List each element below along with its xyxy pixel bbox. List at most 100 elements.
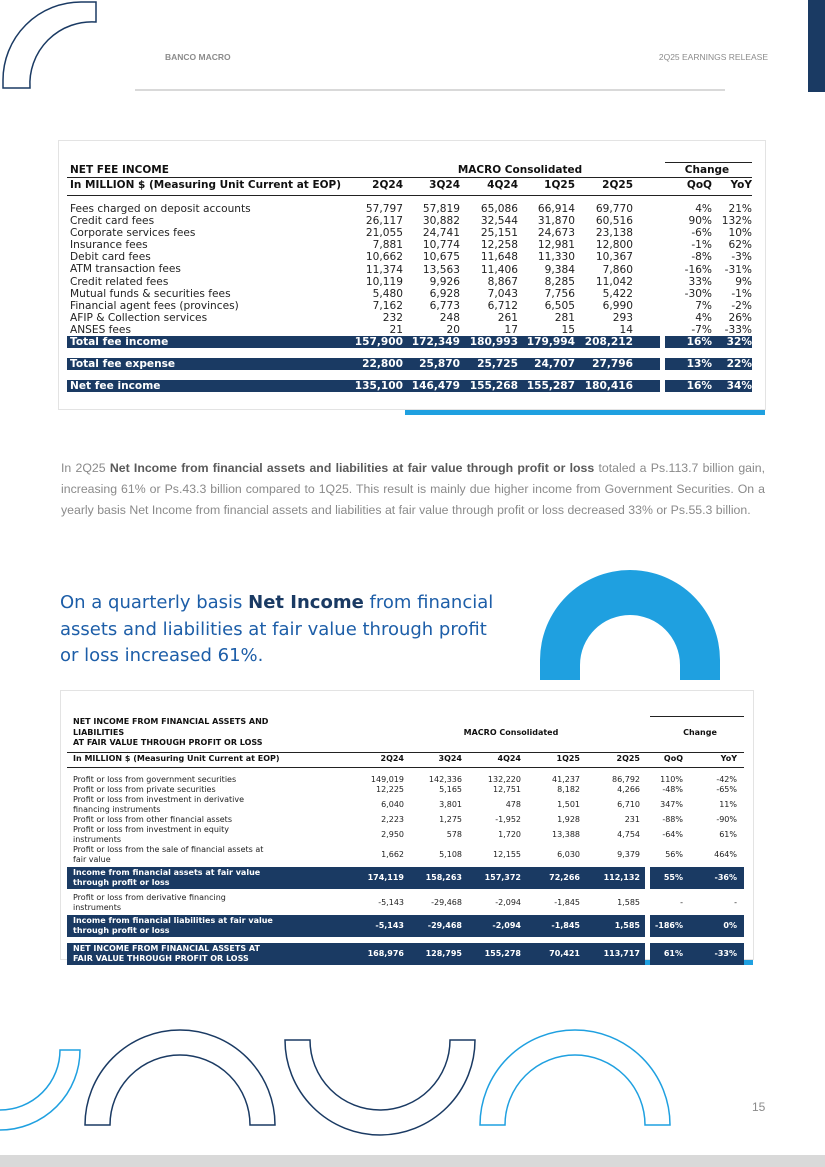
cell: 24,673: [537, 227, 575, 240]
cell: 34%: [726, 380, 752, 392]
header-right: 2Q25 EARNINGS RELEASE: [658, 52, 768, 62]
cell: 10,119: [365, 275, 403, 288]
row-bar: [67, 336, 660, 349]
accent-bar: [405, 409, 765, 415]
cell: 6,712: [487, 299, 518, 312]
cell: 22%: [726, 358, 752, 370]
text-run: On a quarterly basis: [60, 592, 249, 613]
cell: 1,585: [614, 921, 640, 930]
cell: -36%: [714, 873, 737, 882]
cell: 7,860: [602, 263, 633, 276]
cell: 9,926: [429, 275, 460, 288]
cell: -30%: [684, 287, 712, 300]
row-bar: [67, 358, 660, 371]
cell: 31,870: [537, 215, 575, 228]
cell: 112,132: [603, 873, 640, 882]
cell: -88%: [662, 815, 683, 824]
cell: -186%: [654, 921, 683, 930]
cell: 128,795: [425, 949, 462, 958]
cell: 11,374: [365, 263, 403, 276]
cell: 132%: [721, 215, 752, 228]
change-label: Change: [684, 164, 730, 176]
cell: 66,914: [537, 203, 575, 215]
row-label: Fees charged on deposit accounts: [70, 203, 251, 215]
table-row: Profit or loss from the sale of financia…: [0, 845, 825, 865]
cell: 6,990: [602, 299, 633, 312]
table-section: Fees charged on deposit accounts 57,797 57…: [0, 203, 825, 349]
cell: -33%: [714, 949, 737, 958]
cell: 12,981: [537, 239, 575, 252]
cell: 17: [504, 323, 518, 336]
cell: 293: [612, 311, 633, 324]
text-run: totaled a Ps.113.7 billion gain, increas…: [61, 461, 765, 517]
cell: 578: [446, 830, 462, 839]
cell: 5,480: [372, 287, 403, 300]
table-title: NET INCOME FROM FINANCIAL ASSETS AND: [73, 717, 269, 726]
cell: 11,330: [537, 251, 575, 264]
cell: -7%: [691, 323, 712, 336]
cell: -2,094: [492, 921, 521, 930]
cell: 25,725: [477, 358, 518, 370]
cell: 146,479: [411, 380, 460, 392]
cell: 32%: [726, 336, 752, 349]
cell: 1,720: [498, 830, 521, 839]
cell: 60,516: [595, 215, 633, 228]
cell: 168,976: [367, 949, 404, 958]
cell: -: [680, 898, 683, 907]
cell: 132,220: [487, 775, 521, 784]
arc-decoration: [284, 1039, 476, 1136]
row-label: Credit related fees: [70, 275, 169, 288]
column-header: QoQ: [663, 754, 683, 763]
page-number: 15: [752, 1100, 766, 1114]
cell: 86,792: [612, 775, 640, 784]
column-header: 1Q25: [544, 179, 575, 191]
row-label: Total fee income: [70, 336, 169, 349]
row-bar: [67, 915, 645, 937]
row-label: Profit or loss from other financial asse…: [73, 815, 232, 824]
cell: 27,796: [592, 358, 633, 370]
cell: 155,268: [469, 380, 518, 392]
text-run: from financial assets and liabilities at…: [60, 592, 494, 666]
arc-decoration: [84, 1029, 276, 1126]
cell: 6,928: [429, 287, 460, 300]
row-bar: [650, 943, 744, 965]
cell: -1%: [691, 239, 712, 252]
cell: 1,662: [381, 850, 404, 859]
cell: 13,563: [422, 263, 460, 276]
cell: -1,845: [551, 921, 580, 930]
cell: 55%: [663, 873, 683, 882]
cell: 4,266: [617, 785, 640, 794]
cell: -48%: [662, 785, 683, 794]
header-left: BANCO MACRO: [165, 52, 231, 62]
column-header: 2Q25: [602, 179, 633, 191]
cell: 155,287: [526, 380, 575, 392]
cell: 62%: [728, 239, 752, 252]
table-title: LIABILITIES: [73, 727, 125, 737]
cell: 179,994: [526, 336, 575, 349]
cell: 135,100: [354, 380, 403, 392]
row-label: Income from financial assets at fair val…: [73, 868, 261, 887]
cell: 2,223: [381, 815, 404, 824]
cell: -29,468: [427, 921, 462, 930]
table-row: Mutual funds & securities fees 5,480 6,928…: [0, 288, 825, 300]
rule: [67, 767, 744, 768]
cell: 13%: [686, 358, 712, 370]
text-run: Net Income from financial assets and lia…: [109, 461, 595, 475]
subtitle: In MILLION $ (Measuring Unit Current at …: [73, 754, 280, 763]
cell: 7,162: [372, 299, 403, 312]
cell: 158,263: [425, 873, 462, 882]
callout: On a quarterly basis Net Income from fin…: [60, 590, 500, 670]
cell: 21: [389, 323, 403, 336]
column-header: 2Q24: [372, 179, 403, 191]
cell: 149,019: [370, 775, 404, 784]
cell: 8,182: [557, 785, 580, 794]
cell: 41,237: [552, 775, 580, 784]
table-row: Profit or loss from private securities 12…: [0, 785, 825, 795]
cell: 110%: [660, 775, 683, 784]
cell: -42%: [716, 775, 737, 784]
cell: 22,800: [362, 358, 403, 370]
column-header: QoQ: [686, 179, 712, 191]
cell: 33%: [688, 275, 712, 288]
half-donut: [540, 570, 720, 680]
cell: 6,040: [381, 800, 404, 809]
